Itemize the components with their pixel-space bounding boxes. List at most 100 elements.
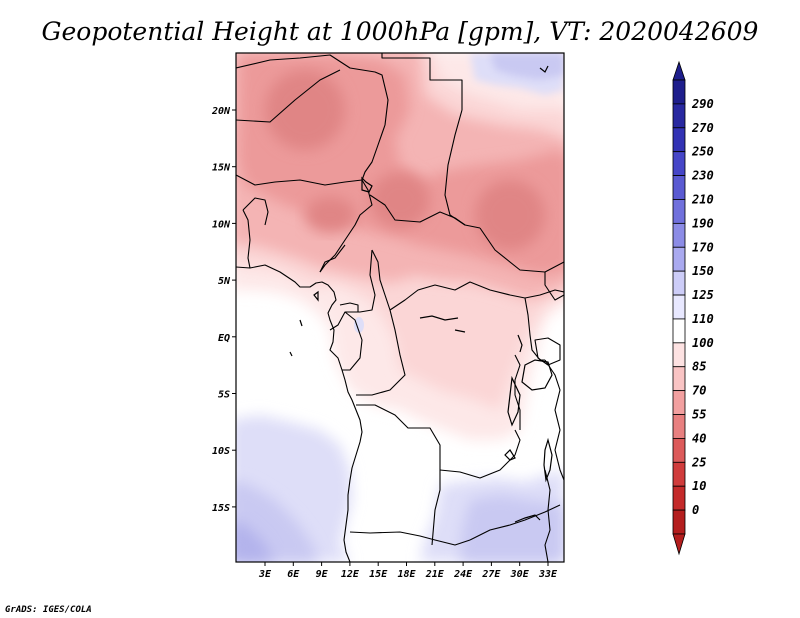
colorbar-segment [672,222,686,248]
field-light-blue [460,495,564,562]
border-gabon-congo [342,311,363,371]
y-tick-label: 20N [211,106,231,117]
colorbar-segment [672,461,686,487]
colorbar-label: 40 [692,431,706,445]
boundaries [236,53,564,562]
river-segment [419,315,459,321]
colorbar-segment [672,414,686,439]
x-tick-label: 33E [538,569,558,580]
border-ethiopia [544,272,564,301]
border-angola-namibia [349,531,471,546]
colorbar-segment [672,509,686,535]
field-darkest-red [475,180,545,250]
map-frame [235,52,565,563]
colorbar-segment [672,246,686,272]
colorbar-segment [672,294,686,320]
colorbar-label: 100 [692,336,714,350]
colorbar-label: 125 [692,288,714,302]
colorbar-label: 150 [692,264,714,278]
colorbar-segment [672,199,686,224]
y-tick-label: 15S [212,503,230,514]
lake-nasser [539,65,549,73]
x-tick-label: 15E [369,569,388,580]
geopotential-field [236,53,564,562]
border-cameroon-car [329,249,376,331]
y-tick-label: EQ [218,333,230,344]
colorbar-label: 170 [692,240,714,254]
border-congo-drc [356,309,406,396]
island-bioko [313,290,319,302]
border-drc-angola [356,404,441,470]
lake-kariba [514,514,541,523]
border-libya-sudan [381,53,463,110]
border-zambia-south [469,504,561,541]
colorbar-bottom-arrow [672,533,686,556]
y-tick-label: 10S [212,446,230,457]
colorbar-segment [672,438,686,463]
border-mozambique [544,469,551,562]
x-tick-label: 6E [287,569,300,580]
credit-label: GrADS: IGES/COLA [5,605,92,615]
coastline [236,264,363,562]
border-tanzania [544,359,564,481]
field-darkest-red [370,172,430,228]
border-cameroon-nigeria [319,244,346,273]
colorbar-segment [672,390,686,415]
border-niger-chad [236,54,389,181]
x-axis: 3E 6E 9E 12E 15E 18E 21E 24E 27E 30E 33E [258,562,558,580]
lake-mweru [504,449,516,461]
colorbar-label: 250 [691,145,714,159]
border-drc-zambia [439,429,521,479]
y-axis: 20N 15N 10N 5N EQ 5S 10S 15S [211,106,236,514]
colorbar-label: 25 [691,455,706,469]
x-tick-label: 24E [453,569,473,580]
colorbar-segment [672,151,686,176]
lake-tanganyika [507,375,521,427]
border-rwanda-burundi [514,354,521,430]
border-chad-cameroon [319,179,373,273]
border-chad-car [369,194,466,226]
lake-albert [517,334,523,353]
colorbar-segment [672,270,686,296]
border-niger-algeria [236,69,341,123]
x-tick-label: 27E [481,569,501,580]
lakes [289,65,553,523]
lake-chad [361,176,373,193]
border-south-sudan-east [524,289,564,299]
x-tick-label: 18E [397,569,416,580]
colorbar-label: 290 [691,97,714,111]
y-tick-label: 10N [212,219,231,230]
map-title: Geopotential Height at 1000hPa [gpm], VT… [42,17,759,46]
border-uganda-box [534,337,561,366]
colorbar-segment [672,366,686,392]
border-nigeria-benin [242,209,251,269]
border-sudan-south-sudan [479,227,564,273]
border-angola-zambia [431,470,441,546]
colorbar-label: 70 [692,384,706,398]
field-darkest-red [265,70,345,150]
river-segment [454,329,466,333]
colorbar-label: 110 [692,312,714,326]
x-tick-label: 21E [425,569,445,580]
field-darkest-red [305,197,355,233]
field-light-blue [490,53,564,80]
colorbar-label: 10 [692,479,706,493]
x-tick-label: 30E [510,569,530,580]
lake-malawi [543,437,553,483]
y-tick-label: 5S [218,390,230,401]
map-plot-area [236,53,564,562]
colorbar-legend: 2902702502302101901701501251101008570554… [672,60,714,556]
border-niger-nigeria [236,174,363,186]
island-annobon [289,351,293,357]
colorbar-segment [672,342,686,368]
colorbar-segment [672,175,686,200]
x-tick-label: 9E [316,569,329,580]
x-tick-label: 3E [258,569,272,580]
island-sao-tome [299,319,303,327]
border-car-south [371,249,526,311]
colorbar-segment [672,103,686,129]
border-niger-benin [242,197,269,226]
y-tick-label: 5N [218,276,231,287]
colorbar-label: 0 [692,503,699,517]
